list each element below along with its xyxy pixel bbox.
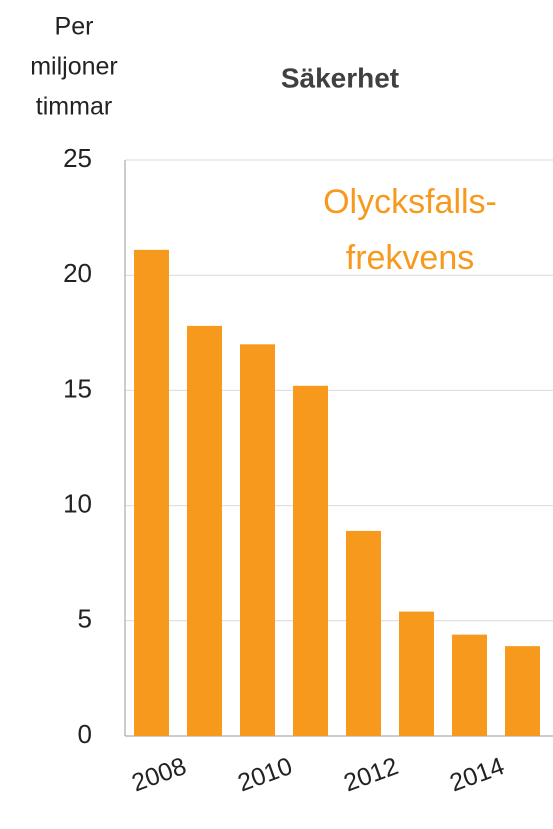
x-tick-label: 2012 [340,752,402,797]
bar [187,325,222,736]
y-tick-label: 20 [63,258,92,288]
x-tick-label: 2010 [234,752,296,797]
y-axis-label: Per [55,13,94,41]
bar [240,344,275,736]
bar [293,385,328,736]
y-axis-label: timmar [36,93,112,121]
y-axis-label: miljoner [30,53,118,81]
y-tick-label: 5 [78,604,92,634]
y-tick-label: 10 [63,488,92,518]
x-tick-label: 2014 [446,752,508,797]
y-tick-label: 25 [63,143,92,173]
chart-title: Säkerhet [281,62,399,93]
bar [399,611,434,736]
bar [346,530,381,736]
bar [134,249,169,736]
bar [505,646,540,736]
y-tick-label: 15 [63,373,92,403]
annotation: Olycksfalls- [323,183,497,221]
x-tick-label: 2008 [128,752,190,797]
annotation: frekvens [346,239,475,277]
y-tick-label: 0 [78,719,92,749]
bar [452,634,487,736]
